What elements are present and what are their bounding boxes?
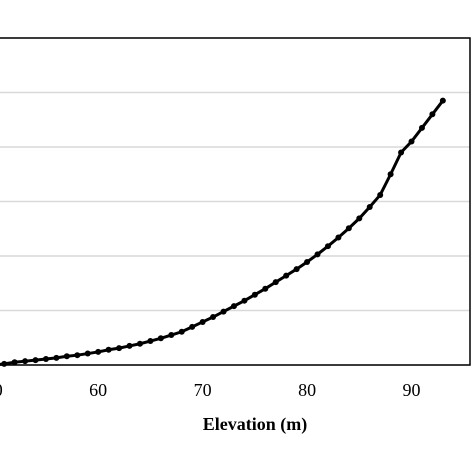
data-point — [116, 345, 123, 352]
data-point — [189, 323, 196, 330]
data-point — [293, 266, 300, 273]
data-point — [11, 359, 18, 366]
data-point — [262, 285, 269, 292]
data-point — [178, 328, 185, 335]
data-point — [126, 342, 133, 349]
x-tick-label: 50 — [0, 380, 3, 400]
data-point — [95, 348, 102, 355]
data-point — [387, 171, 394, 178]
data-point — [136, 340, 143, 347]
data-point — [324, 243, 331, 250]
data-point — [147, 338, 154, 345]
data-point — [199, 318, 206, 325]
data-point — [439, 97, 446, 104]
data-point — [157, 335, 164, 342]
data-point — [272, 279, 279, 286]
data-point — [335, 234, 342, 241]
data-point — [210, 314, 217, 321]
data-point — [42, 356, 49, 363]
x-axis-label: Elevation (m) — [203, 414, 307, 435]
data-point — [168, 332, 175, 339]
x-tick-label: 80 — [298, 380, 316, 400]
x-tick-label: 90 — [403, 380, 421, 400]
data-point — [356, 215, 363, 222]
data-point — [84, 350, 91, 357]
data-point — [251, 291, 258, 298]
data-point — [53, 354, 60, 361]
data-point — [429, 111, 436, 118]
data-point — [377, 191, 384, 198]
data-point — [398, 149, 405, 156]
data-point — [1, 360, 8, 367]
data-point — [32, 357, 39, 364]
data-point — [304, 258, 311, 265]
data-point — [105, 346, 112, 353]
data-line — [0, 99, 445, 366]
plot-frame — [0, 37, 471, 366]
data-point — [220, 308, 227, 315]
data-point — [418, 124, 425, 131]
data-point — [241, 297, 248, 304]
data-point — [22, 358, 29, 365]
data-point — [230, 303, 237, 310]
data-point — [63, 353, 70, 360]
x-tick-label: 60 — [89, 380, 107, 400]
data-point — [408, 138, 415, 145]
data-point — [74, 352, 81, 359]
data-point — [314, 251, 321, 258]
data-point — [345, 225, 352, 232]
x-tick-label: 70 — [194, 380, 212, 400]
data-point — [366, 203, 373, 210]
data-point — [283, 272, 290, 279]
